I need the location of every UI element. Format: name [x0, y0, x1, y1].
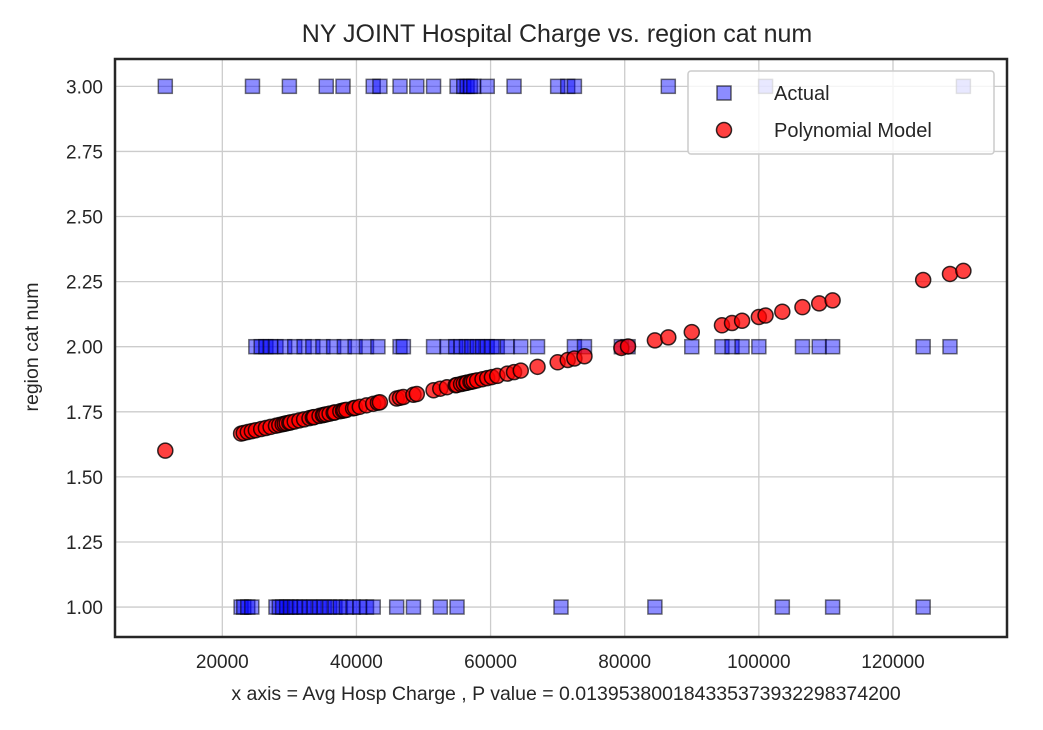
actual-point	[553, 599, 569, 615]
legend-box	[687, 70, 995, 155]
actual-point	[660, 78, 677, 95]
actual-point	[734, 338, 750, 355]
actual-point	[684, 338, 700, 355]
actual-point	[647, 599, 663, 615]
actual-point	[425, 78, 442, 95]
actual-point	[335, 78, 351, 95]
model-point	[774, 303, 791, 320]
plot-frame	[113, 57, 1009, 639]
actual-point	[244, 78, 261, 95]
x-tick-label: 80000	[598, 652, 651, 673]
actual-point	[915, 338, 931, 355]
model-point	[794, 298, 811, 316]
model-point	[757, 307, 774, 324]
model-point	[941, 265, 959, 283]
legend: Actual Polynomial Model	[687, 70, 995, 155]
legend-model-marker	[715, 121, 733, 139]
actual-point	[425, 338, 442, 355]
actual-point	[392, 78, 408, 95]
actual-point	[513, 338, 529, 355]
actual-point	[388, 599, 405, 615]
model-point	[660, 329, 677, 346]
model-point	[683, 323, 701, 341]
y-tick-label: 1.00	[66, 598, 103, 619]
actual-point	[281, 78, 298, 95]
chart-title: NY JOINT Hospital Charge vs. region cat …	[302, 20, 812, 48]
legend-actual-label: Actual	[774, 83, 830, 105]
actual-point	[506, 78, 522, 95]
actual-point	[794, 338, 811, 355]
x-tick-label: 20000	[196, 652, 249, 673]
actual-point	[409, 78, 425, 95]
actual-point	[824, 599, 841, 615]
y-tick-label: 1.75	[66, 403, 103, 424]
y-axis-label: region cat num	[21, 283, 43, 412]
y-tick-label: 2.25	[66, 273, 103, 294]
y-tick-label: 1.25	[66, 533, 103, 554]
actual-point	[499, 338, 516, 355]
actual-point	[942, 338, 958, 355]
actual-point	[824, 338, 841, 355]
model-point	[157, 442, 174, 459]
actual-point	[811, 338, 827, 355]
actual-point	[347, 338, 363, 355]
actual-point	[405, 599, 422, 615]
model-point	[914, 271, 932, 289]
model-point	[810, 295, 828, 312]
actual-point	[370, 338, 386, 355]
actual-point	[774, 599, 791, 615]
model-point	[619, 338, 637, 355]
polynomial-model-series	[157, 262, 972, 459]
actual-point	[268, 338, 284, 355]
legend-actual-marker	[716, 85, 732, 101]
actual-point	[432, 599, 449, 615]
model-point	[371, 394, 389, 411]
y-tick-label: 1.50	[66, 468, 103, 489]
model-point	[646, 332, 664, 349]
axis-ticks: 20000 40000 60000 80000 100000 120000 1.00 1.25…	[66, 77, 925, 673]
actual-point	[529, 338, 546, 355]
model-point	[408, 385, 426, 403]
x-tick-label: 120000	[861, 652, 924, 673]
model-point	[529, 358, 546, 376]
legend-model-label: Polynomial Model	[774, 120, 932, 142]
model-point	[824, 292, 841, 309]
x-tick-label: 60000	[464, 652, 517, 673]
actual-point	[395, 338, 412, 355]
actual-point	[286, 338, 303, 355]
actual-point	[244, 599, 260, 615]
actual-point	[751, 338, 767, 355]
actual-point	[365, 599, 381, 615]
actual-point	[318, 78, 335, 95]
x-tick-label: 40000	[330, 652, 383, 673]
model-point	[955, 262, 972, 280]
y-tick-label: 2.00	[66, 338, 103, 359]
actual-point	[157, 78, 174, 95]
actual-point	[358, 338, 375, 355]
actual-point	[915, 599, 931, 615]
x-tick-label: 100000	[727, 652, 790, 673]
y-tick-label: 2.50	[66, 208, 103, 229]
actual-point	[566, 78, 583, 95]
actual-point	[466, 78, 482, 95]
model-point	[576, 348, 593, 365]
actual-point	[449, 599, 465, 615]
actual-point	[372, 78, 388, 95]
y-tick-label: 2.75	[66, 142, 103, 163]
y-tick-label: 3.00	[66, 77, 103, 98]
model-point	[733, 312, 751, 330]
model-point	[512, 362, 530, 379]
actual-point	[479, 78, 495, 95]
actual-point	[296, 338, 312, 355]
x-axis-label: x axis = Avg Hosp Charge , P value = 0.0…	[231, 683, 900, 705]
